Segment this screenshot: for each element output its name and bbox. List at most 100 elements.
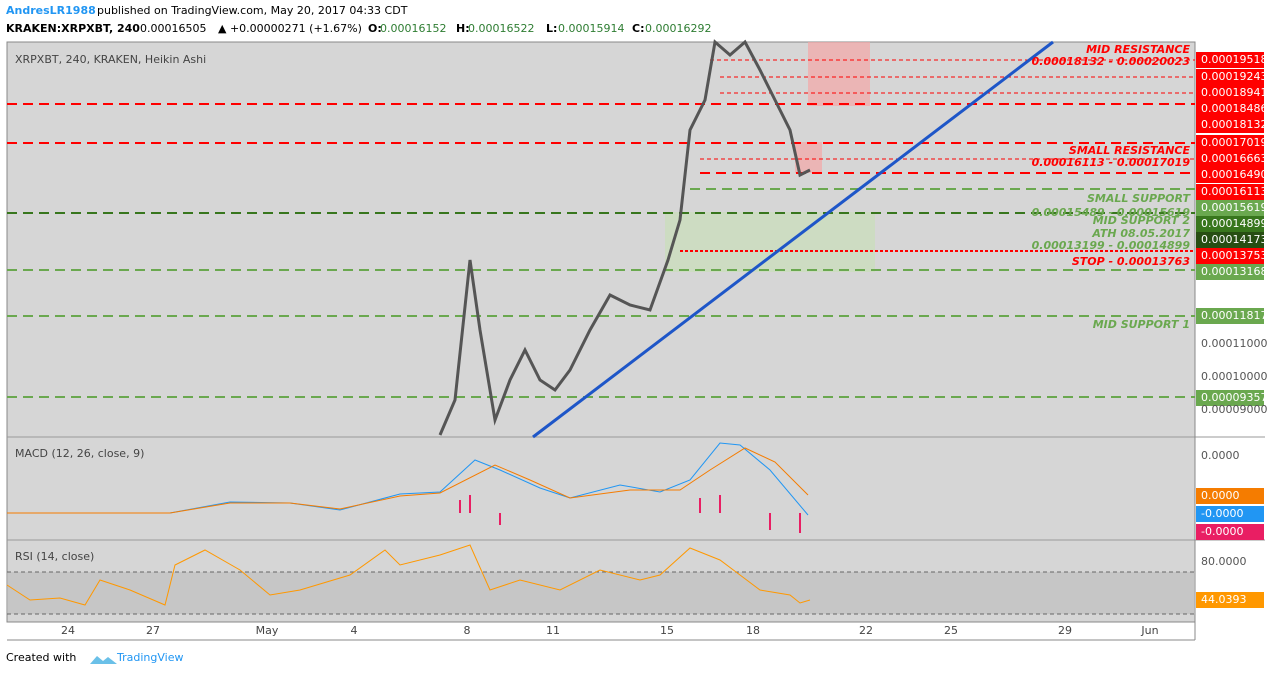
ohlc-part: 0.00016292 (645, 22, 711, 35)
annotation: 0.00016113 - 0.00017019 (1032, 156, 1191, 169)
axis-label: 0.00014173 (1201, 233, 1267, 246)
time-label: Jun (1140, 624, 1158, 637)
price-tag (1196, 184, 1264, 200)
axis-label: 0.00014899 (1201, 217, 1267, 230)
ohlc-part: 0.00016152 (380, 22, 446, 35)
price-tag (1196, 524, 1264, 540)
time-label: 11 (546, 624, 560, 637)
price-tag (1196, 232, 1264, 248)
axis-label: 0.00013168 (1201, 265, 1267, 278)
axis-label: 0.00009357 (1201, 391, 1267, 404)
price-tag (1196, 69, 1264, 85)
axis-label: 0.00018486 (1201, 102, 1267, 115)
annotation: 0.00013199 - 0.00014899 (1032, 239, 1191, 252)
trend-line (532, 40, 1054, 439)
tv-logo (90, 656, 117, 664)
footer-brand[interactable]: TradingView (116, 651, 183, 664)
ohlc: O:0.00016152 H:0.00016522 L: 0.00015914 C: 0.… (368, 22, 711, 35)
price-tag (1196, 248, 1264, 264)
axis-label: 0.00009000 (1201, 403, 1267, 416)
annotation: 0.00015489 - 0.00015619 (1032, 206, 1191, 219)
pane-bg (6, 41, 1196, 623)
support-zone (665, 212, 875, 272)
time-label: 25 (944, 624, 958, 637)
time-label: 4 (351, 624, 358, 637)
annotation: MID SUPPORT 2 (1093, 214, 1191, 227)
chart-area (6, 39, 1265, 641)
annotation: ATH 08.05.2017 (1091, 227, 1190, 240)
price-tag (1196, 52, 1264, 68)
price-tag (1196, 264, 1264, 280)
axis-label: 0.00010000 (1201, 370, 1267, 383)
axis-label: 44.0393 (1201, 593, 1247, 606)
annotation: MID RESISTANCE (1086, 43, 1190, 56)
annotation: MID SUPPORT 1 (1093, 318, 1190, 331)
axis-label: 0.00016663 (1201, 152, 1267, 165)
rsi-band (7, 572, 1195, 614)
pane-title: XRPXBT, 240, KRAKEN, Heikin Ashi (15, 53, 206, 66)
labels: 0.00019518 0.00019243 0.00018941 0.00018486… (61, 43, 1267, 637)
ohlc-part: L: (546, 22, 557, 35)
axis-label: -0.0000 (1201, 525, 1243, 538)
time-label: 24 (61, 624, 75, 637)
histogram (459, 495, 801, 533)
axis-label: 0.00019518 (1201, 53, 1267, 66)
axis-label: 0.00019243 (1201, 70, 1267, 83)
annotation: SMALL SUPPORT (1087, 192, 1192, 205)
price-tag (1196, 488, 1264, 504)
ohlc-part: H: (456, 22, 470, 35)
signal-line (7, 447, 809, 514)
axis-label: 80.0000 (1201, 555, 1247, 568)
time-label: 27 (146, 624, 160, 637)
time-label: 29 (1058, 624, 1072, 637)
price-tag (1196, 167, 1264, 183)
pane-title: MACD (12, 26, close, 9) (15, 447, 144, 460)
annotation: SMALL RESISTANCE (1069, 144, 1191, 157)
levels (7, 103, 1195, 398)
axis-label: 0.00017019 (1201, 136, 1267, 149)
axis-label: 0.00011000 (1201, 337, 1267, 350)
annotation: 0.00018132 - 0.00020023 (1032, 55, 1191, 68)
axis-label: -0.0000 (1201, 507, 1243, 520)
price-tag (1196, 308, 1264, 324)
price-tag (1196, 85, 1264, 101)
price-tag (1196, 216, 1264, 232)
published: published on TradingView.com, May 20, 20… (97, 4, 408, 17)
axis-label: 0.00016113 (1201, 185, 1267, 198)
resistance-zone (808, 42, 870, 106)
pane-title: RSI (14, close) (15, 550, 94, 563)
axis-label: 0.00018941 (1201, 86, 1267, 99)
price-tag (1196, 117, 1264, 133)
price-tag (1196, 151, 1264, 167)
axis-label: 0.00011817 (1201, 309, 1267, 322)
author[interactable]: AndresLR1988 (6, 4, 96, 17)
ohlc-part: 0.00016522 (468, 22, 534, 35)
footer-text: Created with (6, 651, 76, 664)
time-label: 22 (859, 624, 873, 637)
time-label: 15 (660, 624, 674, 637)
axis-label: 0.00018132 (1201, 118, 1267, 131)
ohlc-part: 0.00015914 (558, 22, 624, 35)
axis-label: 0.00013753 (1201, 249, 1267, 262)
axis-label: 0.0000 (1201, 449, 1240, 462)
change: ▲ +0.00000271 (+1.67%) (218, 22, 362, 35)
axis-label: 0.00015619 (1201, 201, 1267, 214)
ohlc-part: C: (632, 22, 644, 35)
time-label: May (256, 624, 279, 637)
axis-label: 0.00016490 (1201, 168, 1267, 181)
price-tag (1196, 592, 1264, 608)
price-tag (1196, 200, 1264, 216)
axis-label: 0.0000 (1201, 489, 1240, 502)
symbol: KRAKEN:XRPXBT, 240 (6, 22, 140, 35)
thin-levels (700, 59, 1195, 160)
ohlc-part: O: (368, 22, 382, 35)
rsi-line (6, 544, 811, 606)
last-price: 0.00016505 (140, 22, 206, 35)
price-tag (1196, 101, 1264, 117)
price-tag (1196, 506, 1264, 522)
annotation: STOP - 0.00013763 (1072, 255, 1190, 268)
time-label: 8 (464, 624, 471, 637)
price-tag (1196, 135, 1264, 151)
